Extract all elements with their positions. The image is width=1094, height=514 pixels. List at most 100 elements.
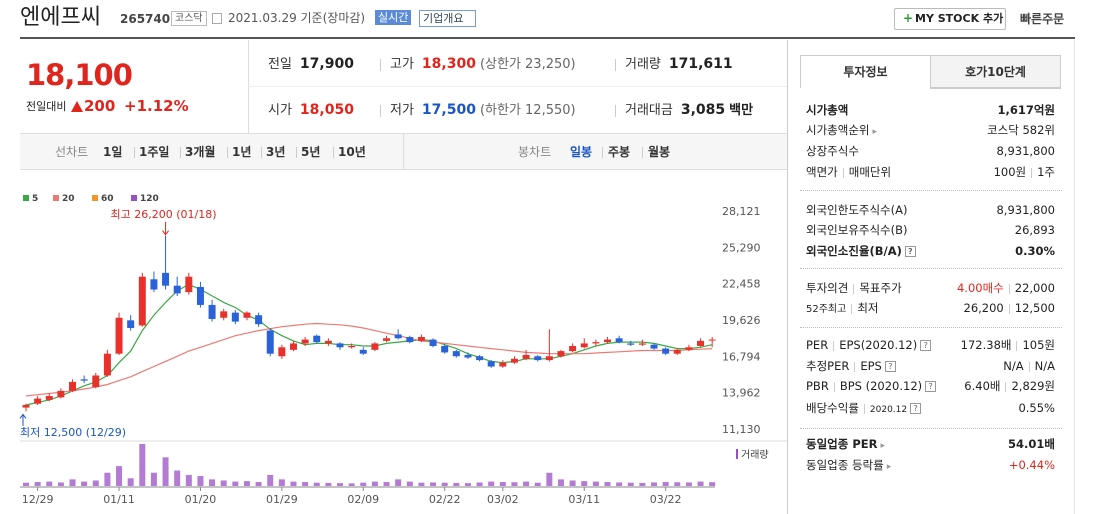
summary-value: 18,300 xyxy=(421,56,476,72)
info-label-text: EPS(2020.12) xyxy=(839,338,918,352)
pipe xyxy=(842,167,844,178)
candle-body xyxy=(313,335,321,343)
info-value-text: +0.44% xyxy=(1008,458,1055,472)
period-tab[interactable]: 3개월 xyxy=(185,145,216,159)
candle-body xyxy=(336,343,344,348)
summary-cell: 전일 17,900 xyxy=(268,56,354,73)
info-value: 26,200 12,500 xyxy=(964,300,1056,316)
info-tab[interactable]: 투자정보 xyxy=(800,55,931,88)
candle-body xyxy=(662,348,670,354)
candle-body xyxy=(545,356,553,361)
summary-label: 거래량 xyxy=(625,57,661,72)
candle-body xyxy=(255,315,263,325)
info-label: 시가총액순위 ▸ xyxy=(806,122,877,140)
candle-body xyxy=(673,349,681,354)
pipe xyxy=(854,361,856,372)
x-tick-label: 03/02 xyxy=(487,493,519,506)
candle-body xyxy=(615,338,623,343)
period-tab[interactable]: 1년 xyxy=(232,145,252,159)
info-label: 외국인소진율(B/A)? xyxy=(806,243,916,259)
info-value: 코스닥 582위 xyxy=(987,122,1055,138)
candle-body xyxy=(115,317,123,354)
candle-body xyxy=(45,396,53,400)
volume-bar xyxy=(569,480,576,486)
period-tab[interactable]: 5년 xyxy=(301,145,321,159)
quick-order[interactable]: 빠른주문 xyxy=(1020,12,1065,26)
info-label-text: 동일업종 등락률 xyxy=(806,458,884,472)
summary-cell: 시가 18,050 xyxy=(268,102,354,119)
info-value: 0.30% xyxy=(1015,243,1055,259)
candle-body xyxy=(243,312,251,318)
volume-bar xyxy=(197,476,204,486)
volume-bar xyxy=(395,479,402,486)
volume-bar xyxy=(337,483,344,486)
overview-button[interactable]: 기업개요 xyxy=(419,10,477,27)
candle-tab[interactable]: 일봉 xyxy=(570,145,593,159)
candle-body xyxy=(499,362,507,367)
info-label-text: 2020.12 xyxy=(869,405,908,415)
info-value-text: 8,931,800 xyxy=(996,203,1055,217)
summary-divider xyxy=(615,59,616,71)
summary-value: 3,085 xyxy=(680,102,726,118)
volume-bar xyxy=(464,483,471,486)
legend-swatch xyxy=(131,195,137,201)
volume-bar xyxy=(441,482,448,486)
volume-bar xyxy=(557,479,564,486)
info-label-text: 추정PER xyxy=(806,359,850,373)
change-label: 전일대비 xyxy=(26,100,67,113)
pipe xyxy=(1028,361,1030,372)
period-tab[interactable]: 1일 xyxy=(103,145,123,159)
info-label-text: 시가총액순위 xyxy=(806,123,870,137)
candle-body xyxy=(510,358,518,363)
info-value-text: 54.01배 xyxy=(1008,437,1055,451)
summary-value: 17,900 xyxy=(299,56,354,72)
info-label-text: EPS xyxy=(860,359,882,373)
pipe xyxy=(833,381,835,392)
info-value-text: 100원 xyxy=(993,165,1027,179)
legend-label: 5 xyxy=(32,194,38,204)
info-value-text: 0.55% xyxy=(1018,401,1055,415)
info-label-text: 상장주식수 xyxy=(806,144,859,158)
candle-body xyxy=(301,339,309,344)
pipe xyxy=(863,403,865,414)
tab-divider xyxy=(134,147,135,158)
period-tab[interactable]: 1주일 xyxy=(139,145,170,159)
summary-cell: 거래대금 3,085 백만 xyxy=(625,102,753,119)
info-value-text: N/A xyxy=(1003,359,1024,373)
info-value: 54.01배 xyxy=(1008,436,1055,452)
arrow-icon: ▸ xyxy=(880,441,885,451)
info-label-text: PER xyxy=(806,338,829,352)
candle-body xyxy=(429,339,437,346)
summary-label: 전일 xyxy=(268,57,292,72)
volume-bar xyxy=(592,481,599,486)
candle-body xyxy=(22,405,30,408)
volume-bar xyxy=(104,472,111,486)
info-value-text: 6.40배 xyxy=(964,379,1001,393)
info-value: 8,931,800 xyxy=(996,202,1055,218)
realtime-badge[interactable]: 실시간 xyxy=(375,10,412,25)
info-tab[interactable]: 호가10단계 xyxy=(930,55,1061,88)
divider xyxy=(403,134,404,169)
summary-extra: (하한가 12,550) xyxy=(479,103,576,118)
volume-bar xyxy=(685,482,692,486)
candle-body xyxy=(406,337,414,343)
period-tab[interactable]: 10년 xyxy=(338,145,366,159)
candle-body xyxy=(697,340,705,346)
volume-bar xyxy=(476,482,483,486)
summary-label: 고가 xyxy=(390,57,414,72)
y-tick-label: 28,121 xyxy=(722,205,761,218)
summary-cell: 고가 18,300 (상한가 23,250) xyxy=(390,56,576,73)
period-tab[interactable]: 3년 xyxy=(266,145,286,159)
info-label: PBR BPS (2020.12)? xyxy=(806,378,937,394)
info-value-text: 26,893 xyxy=(1014,223,1055,237)
candle-tab[interactable]: 월봉 xyxy=(648,145,671,159)
mystock-button[interactable] xyxy=(894,8,1006,30)
volume-bar xyxy=(116,466,123,486)
info-value-text: 코스닥 582위 xyxy=(987,123,1055,137)
volume-bar xyxy=(651,482,658,486)
base-date: 2021.03.29 기준(장마감) xyxy=(228,11,366,25)
candle-body xyxy=(708,339,716,341)
candle-tab[interactable]: 주봉 xyxy=(608,145,631,159)
volume-bar xyxy=(81,481,88,486)
volume-bar xyxy=(627,482,634,486)
